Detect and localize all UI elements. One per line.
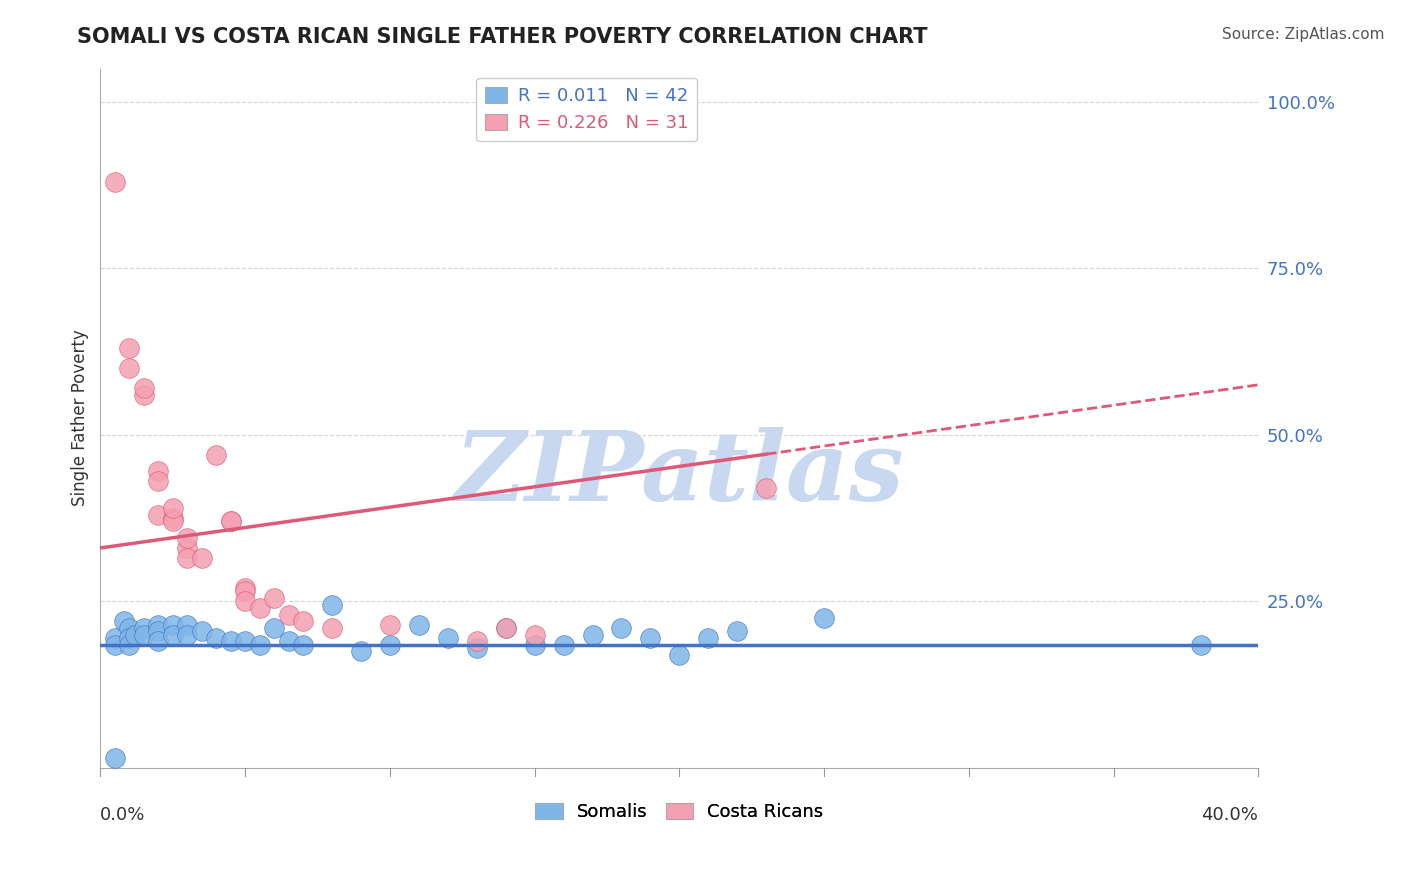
Point [640,631,662,645]
Point [233,594,256,608]
Point [162,617,184,632]
Point [148,624,170,639]
Point [378,638,401,652]
Point [190,551,212,566]
Point [219,514,242,528]
Point [176,541,198,555]
Point [321,598,343,612]
Legend: Somalis, Costa Ricans: Somalis, Costa Ricans [529,796,831,829]
Point [725,624,748,639]
Point [277,634,299,648]
Point [162,501,184,516]
Point [610,621,633,635]
Point [465,640,488,655]
Point [233,634,256,648]
Point [249,600,271,615]
Point [668,648,690,662]
Point [132,621,155,635]
Point [436,631,458,645]
Point [148,475,170,489]
Point [292,614,315,628]
Point [408,617,430,632]
Y-axis label: Single Father Poverty: Single Father Poverty [72,330,89,507]
Point [465,634,488,648]
Point [495,621,517,635]
Point [176,551,198,566]
Point [553,638,575,652]
Point [277,607,299,622]
Text: ZIPatlas: ZIPatlas [454,427,904,521]
Point [190,624,212,639]
Point [148,464,170,478]
Point [162,627,184,641]
Point [378,617,401,632]
Point [219,514,242,528]
Point [176,531,198,545]
Point [523,638,546,652]
Point [132,627,155,641]
Point [148,617,170,632]
Point [233,584,256,599]
Point [495,621,517,635]
Point [697,631,720,645]
Point [124,627,146,641]
Point [292,638,315,652]
Point [148,634,170,648]
Point [233,581,256,595]
Point [132,381,155,395]
Point [263,621,285,635]
Point [162,514,184,528]
Point [350,644,373,658]
Point [112,614,135,628]
Point [132,388,155,402]
Text: 0.0%: 0.0% [100,806,146,824]
Point [176,617,198,632]
Text: Source: ZipAtlas.com: Source: ZipAtlas.com [1222,27,1385,42]
Text: SOMALI VS COSTA RICAN SINGLE FATHER POVERTY CORRELATION CHART: SOMALI VS COSTA RICAN SINGLE FATHER POVE… [77,27,928,46]
Point [205,448,228,462]
Point [581,627,603,641]
Point [118,621,141,635]
Text: 40.0%: 40.0% [1202,806,1258,824]
Point [118,631,141,645]
Point [321,621,343,635]
Point [523,627,546,641]
Point [118,341,141,355]
Point [176,627,198,641]
Point [104,175,127,189]
Point [813,611,835,625]
Point [118,361,141,376]
Point [104,631,127,645]
Point [162,511,184,525]
Point [148,508,170,522]
Point [263,591,285,605]
Point [104,750,127,764]
Point [219,634,242,648]
Point [1189,638,1212,652]
Point [205,631,228,645]
Point [249,638,271,652]
Point [755,481,778,495]
Point [104,638,127,652]
Point [118,638,141,652]
